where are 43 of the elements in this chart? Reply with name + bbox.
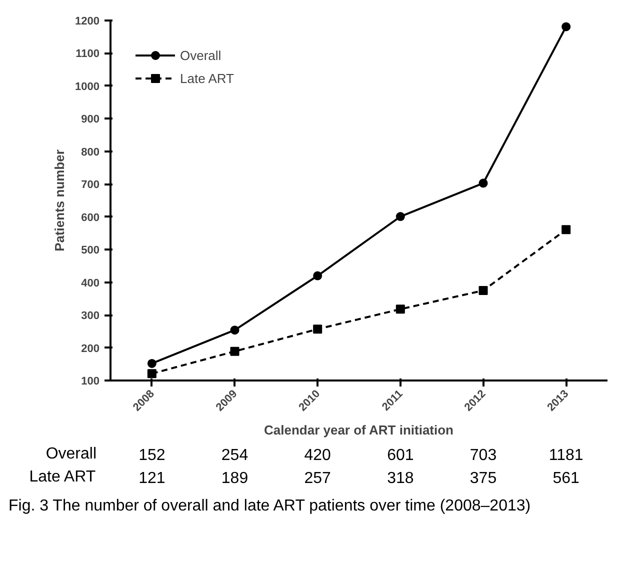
text: Overall: [46, 446, 97, 463]
y-tick-label: 300: [81, 310, 100, 322]
point: [147, 369, 156, 378]
data-label: 318: [387, 470, 414, 487]
y-tick-label: 200: [81, 342, 100, 355]
y-tick-label: 100: [81, 376, 100, 388]
legend-label: Overall: [180, 48, 222, 62]
data-label: 561: [552, 470, 580, 487]
y-tick-label: 700: [81, 179, 100, 192]
data-label: 152: [138, 447, 166, 464]
y-tick-label: 1200: [75, 16, 100, 28]
y-tick-label: 600: [81, 212, 100, 224]
point: [396, 212, 405, 222]
point: [230, 326, 240, 335]
data-label: 420: [304, 447, 332, 464]
point: [396, 304, 405, 314]
data-label: 121: [138, 470, 166, 487]
legend-label: Late ART: [180, 70, 234, 86]
data-label: 375: [470, 470, 497, 487]
y-tick-label: 400: [81, 277, 100, 290]
point: [147, 358, 156, 368]
point: [313, 271, 322, 280]
x-axis-title: Calendar year of ART initiation: [264, 422, 454, 438]
data-label: 254: [221, 447, 248, 464]
caption: Fig. 3 The number of overall and late ART patients over time (2008–2013): [8, 498, 531, 514]
data-label: 601: [387, 447, 414, 464]
text: Late ART: [29, 468, 96, 486]
point: [313, 324, 322, 334]
point: [562, 225, 571, 234]
data-label: 257: [304, 470, 332, 487]
data-label: 703: [470, 447, 497, 464]
point: [478, 286, 488, 295]
y-axis-title: Patients number: [52, 150, 68, 252]
y-tick-label: 500: [81, 244, 100, 257]
y-tick-label: 800: [81, 146, 100, 158]
y-tick-label: 1100: [76, 48, 100, 60]
y-tick-label: 900: [81, 114, 100, 126]
point: [478, 178, 488, 188]
point: [562, 22, 571, 32]
point: [230, 346, 240, 356]
data-label: 1181: [548, 447, 584, 464]
data-label: 189: [221, 470, 248, 487]
y-tick-label: 1000: [75, 80, 100, 93]
